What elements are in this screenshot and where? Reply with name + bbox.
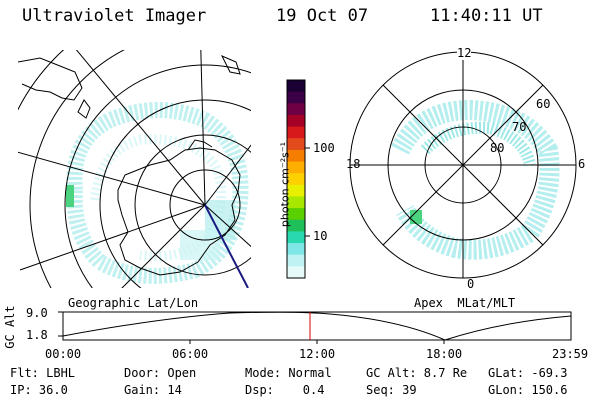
status-glat: GLat: -69.3 <box>488 366 568 380</box>
colorbar-swatch <box>287 103 305 116</box>
x-tick-0600: 06:00 <box>172 347 209 361</box>
colorbar-swatch <box>287 126 305 139</box>
mlat-70-label: 70 <box>512 120 527 134</box>
colorbar-swatch <box>287 243 305 256</box>
colorbar-swatch <box>287 173 305 186</box>
status-mode: Mode: Normal <box>245 366 332 380</box>
colorbar-swatch <box>287 231 305 244</box>
colorbar-tick-100: 100 <box>313 141 335 155</box>
mlt-18-label: 18 <box>346 157 361 171</box>
mlt-0-label: 0 <box>467 277 475 291</box>
time-label: 11:40:11 UT <box>430 6 543 26</box>
mlt-6-label: 6 <box>578 157 586 171</box>
x-tick-2359: 23:59 <box>552 347 589 361</box>
colorbar-swatch <box>287 254 305 267</box>
x-tick-1800: 18:00 <box>426 347 463 361</box>
x-tick-0000: 00:00 <box>45 347 82 361</box>
color-bar <box>286 79 310 279</box>
colorbar-swatch <box>287 91 305 104</box>
colorbar-swatch <box>287 114 305 128</box>
status-gc-alt: GC Alt: 8.7 Re <box>366 366 468 380</box>
geo-longitude-lines <box>18 50 251 288</box>
apex-panel-label: Apex MLat/MLT <box>414 296 516 310</box>
antarctica-coast <box>117 147 241 276</box>
colorbar-tick-10: 10 <box>313 229 328 243</box>
geographic-map <box>18 50 251 288</box>
colorbar-swatch <box>287 161 305 174</box>
instrument-title: Ultraviolet Imager <box>22 6 207 26</box>
colorbar-unit-label: photon cm⁻²s⁻¹ <box>278 141 292 228</box>
geo-latitude-circles <box>18 50 251 288</box>
colorbar-swatch <box>287 184 305 198</box>
australia-coast <box>18 57 83 101</box>
geographic-panel-label: Geographic Lat/Lon <box>68 296 199 310</box>
status-dsp: Dsp: 0.4 <box>245 383 325 397</box>
mlt-12-label: 12 <box>457 46 472 60</box>
colorbar-swatch <box>287 266 305 279</box>
status-gain: Gain: 14 <box>124 383 182 397</box>
status-filter: Flt: LBHL <box>10 366 76 380</box>
altitude-plot <box>58 311 572 344</box>
colorbar-swatch <box>287 80 305 93</box>
status-door: Door: Open <box>124 366 197 380</box>
x-tick-1200: 12:00 <box>299 347 336 361</box>
orbit-track <box>204 204 249 288</box>
colorbar-swatch <box>287 138 305 151</box>
status-ip: IP: 36.0 <box>10 383 68 397</box>
colorbar-swatch <box>287 149 305 163</box>
altitude-ylabel: GC Alt <box>3 305 17 349</box>
altitude-ymin: 1.8 <box>26 328 48 342</box>
aurora-oval-geo <box>66 102 249 284</box>
altitude-curve <box>62 311 572 341</box>
colorbar-swatch <box>287 196 305 209</box>
mlat-60-label: 60 <box>536 97 551 111</box>
mlat-80-label: 80 <box>490 141 505 155</box>
status-glon: GLon: 150.6 <box>488 383 568 397</box>
altitude-ymax: 9.0 <box>26 306 48 320</box>
status-seq: Seq: 39 <box>366 383 417 397</box>
colorbar-swatch <box>287 208 305 221</box>
colorbar-swatch <box>287 219 305 233</box>
apex-polar-plot <box>349 51 577 279</box>
date-label: 19 Oct 07 <box>276 6 369 26</box>
